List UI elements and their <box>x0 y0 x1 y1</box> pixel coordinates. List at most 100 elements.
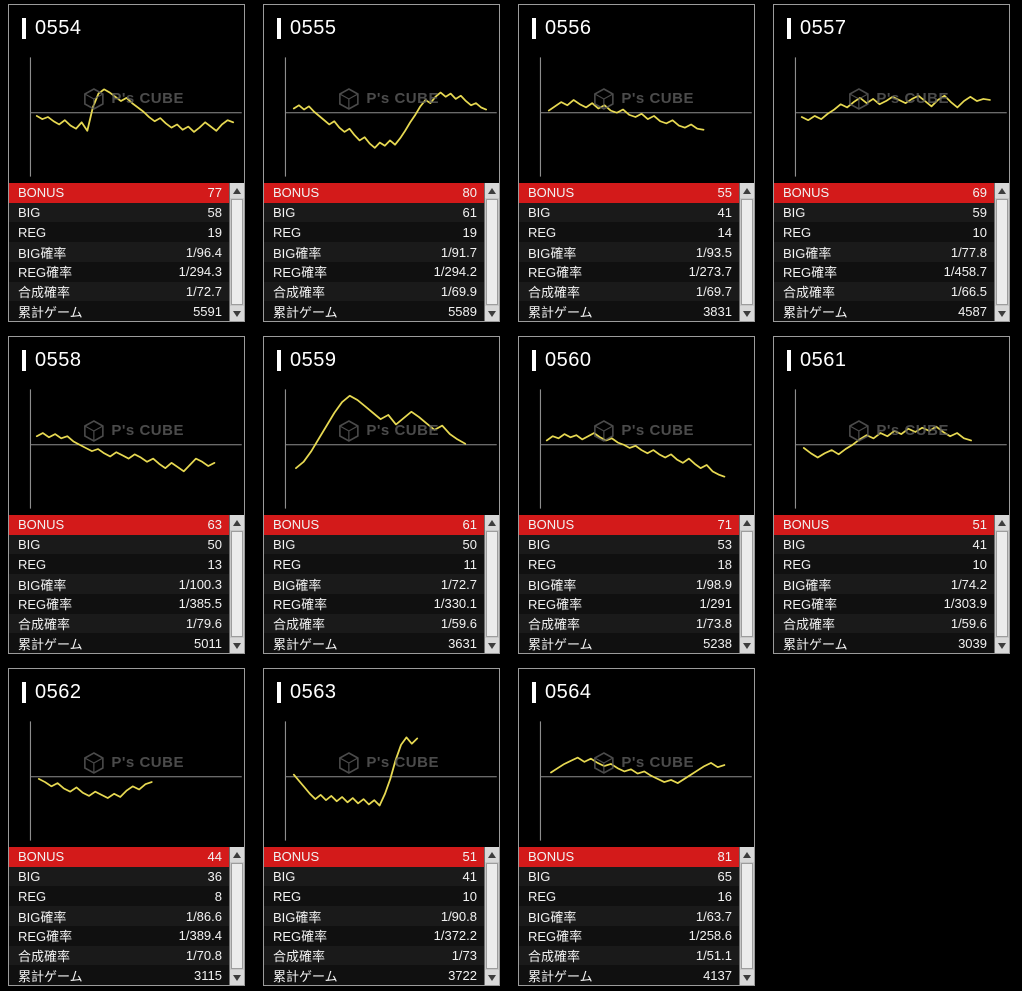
scroll-down-button[interactable] <box>230 306 244 321</box>
big-rate-value: 1/86.6 <box>185 908 222 924</box>
machine-card[interactable]: 0554 P's CUBE BONUS 77 BIG 58 <box>8 4 245 322</box>
chart-area: P's CUBE <box>264 715 499 847</box>
table-scrollbar[interactable] <box>229 183 244 321</box>
scroll-thumb[interactable] <box>741 531 753 637</box>
table-scrollbar[interactable] <box>994 183 1009 321</box>
scroll-down-button[interactable] <box>230 638 244 653</box>
table-row-combined-rate: 合成確率 1/69.9 <box>264 281 484 302</box>
scroll-up-button[interactable] <box>740 183 754 198</box>
chart-area: P's CUBE <box>519 51 754 183</box>
scroll-down-button[interactable] <box>740 306 754 321</box>
combined-rate-label: 合成確率 <box>273 616 326 632</box>
scroll-down-button[interactable] <box>485 970 499 985</box>
big-rate-label: BIG確率 <box>528 577 577 593</box>
table-row-big: BIG 59 <box>774 202 994 223</box>
machine-card[interactable]: 0564 P's CUBE BONUS 81 BIG 65 <box>518 668 755 986</box>
table-scrollbar[interactable] <box>994 515 1009 653</box>
scroll-down-icon <box>488 974 496 981</box>
scroll-thumb[interactable] <box>486 199 498 305</box>
scroll-thumb[interactable] <box>996 199 1008 305</box>
machine-id: 0556 <box>545 16 592 39</box>
table-scrollbar[interactable] <box>484 183 499 321</box>
chart-area: P's CUBE <box>9 51 244 183</box>
scroll-thumb[interactable] <box>486 863 498 969</box>
scroll-up-button[interactable] <box>230 847 244 862</box>
machine-card[interactable]: 0557 P's CUBE BONUS 69 BIG 59 <box>773 4 1010 322</box>
machine-card[interactable]: 0558 P's CUBE BONUS 63 BIG 50 <box>8 336 245 654</box>
scroll-up-button[interactable] <box>995 183 1009 198</box>
combined-rate-value: 1/59.6 <box>950 615 987 631</box>
scroll-down-button[interactable] <box>740 638 754 653</box>
machine-card[interactable]: 0559 P's CUBE BONUS 61 BIG 50 <box>263 336 500 654</box>
scroll-up-button[interactable] <box>740 847 754 862</box>
trend-chart <box>539 57 752 177</box>
scroll-thumb[interactable] <box>486 531 498 637</box>
machine-card[interactable]: 0556 P's CUBE BONUS 55 BIG 41 <box>518 4 755 322</box>
card-header: 0562 <box>9 669 244 715</box>
table-row-combined-rate: 合成確率 1/59.6 <box>264 613 484 634</box>
big-rate-value: 1/100.3 <box>178 576 222 592</box>
table-row-combined-rate: 合成確率 1/51.1 <box>519 945 739 966</box>
scroll-down-button[interactable] <box>740 970 754 985</box>
total-games-label: 累計ゲーム <box>18 304 83 320</box>
table-row-big-rate: BIG確率 1/93.5 <box>519 242 739 262</box>
machine-card[interactable]: 0562 P's CUBE BONUS 44 BIG 36 <box>8 668 245 986</box>
reg-rate-value: 1/273.7 <box>688 264 732 280</box>
big-label: BIG <box>18 205 41 221</box>
scroll-up-button[interactable] <box>485 847 499 862</box>
table-scrollbar[interactable] <box>484 847 499 985</box>
machine-id-marker <box>277 681 281 703</box>
scroll-down-button[interactable] <box>995 306 1009 321</box>
scroll-up-button[interactable] <box>230 515 244 530</box>
table-row-bonus: BONUS 69 <box>774 183 994 203</box>
combined-rate-value: 1/70.8 <box>185 947 222 963</box>
scroll-down-button[interactable] <box>485 638 499 653</box>
scroll-thumb[interactable] <box>231 199 243 305</box>
table-row-reg: REG 8 <box>9 886 229 907</box>
table-row-reg-rate: REG確率 1/389.4 <box>9 925 229 946</box>
scroll-thumb[interactable] <box>231 863 243 969</box>
scroll-up-button[interactable] <box>740 515 754 530</box>
machine-card[interactable]: 0561 P's CUBE BONUS 51 BIG 41 <box>773 336 1010 654</box>
table-row-reg: REG 13 <box>9 554 229 575</box>
scroll-up-button[interactable] <box>995 515 1009 530</box>
machine-card[interactable]: 0560 P's CUBE BONUS 71 BIG 53 <box>518 336 755 654</box>
table-row-reg-rate: REG確率 1/385.5 <box>9 593 229 614</box>
machine-card[interactable]: 0563 P's CUBE BONUS 51 BIG 41 <box>263 668 500 986</box>
table-scrollbar[interactable] <box>229 847 244 985</box>
chart-area: P's CUBE <box>264 51 499 183</box>
table-row-combined-rate: 合成確率 1/72.7 <box>9 281 229 302</box>
table-row-reg-rate: REG確率 1/294.2 <box>264 261 484 282</box>
scroll-down-button[interactable] <box>995 638 1009 653</box>
table-scrollbar[interactable] <box>739 515 754 653</box>
big-rate-label: BIG確率 <box>528 909 577 925</box>
scroll-down-button[interactable] <box>485 306 499 321</box>
table-row-total-games: 累計ゲーム 5589 <box>264 301 484 321</box>
bonus-label: BONUS <box>273 849 320 865</box>
scroll-down-button[interactable] <box>230 970 244 985</box>
stats-table: BONUS 51 BIG 41 REG 10 BIG確率 1/74.2 REG確… <box>774 515 1009 653</box>
reg-rate-value: 1/258.6 <box>688 928 732 944</box>
chart-area: P's CUBE <box>519 383 754 515</box>
scroll-up-button[interactable] <box>485 183 499 198</box>
bonus-value: 71 <box>717 517 732 533</box>
table-scrollbar[interactable] <box>739 183 754 321</box>
scroll-thumb[interactable] <box>741 199 753 305</box>
scroll-thumb[interactable] <box>231 531 243 637</box>
scroll-up-button[interactable] <box>485 515 499 530</box>
scroll-up-icon <box>233 851 241 858</box>
card-header: 0557 <box>774 5 1009 51</box>
scroll-thumb[interactable] <box>741 863 753 969</box>
table-row-big: BIG 65 <box>519 866 739 887</box>
table-scrollbar[interactable] <box>484 515 499 653</box>
scroll-down-icon <box>233 974 241 981</box>
big-value: 50 <box>462 537 477 553</box>
scroll-thumb[interactable] <box>996 531 1008 637</box>
table-scrollbar[interactable] <box>739 847 754 985</box>
table-row-reg-rate: REG確率 1/458.7 <box>774 261 994 282</box>
machine-card[interactable]: 0555 P's CUBE BONUS 80 BIG 61 <box>263 4 500 322</box>
scroll-up-button[interactable] <box>230 183 244 198</box>
table-scrollbar[interactable] <box>229 515 244 653</box>
scroll-down-icon <box>998 642 1006 649</box>
table-row-big: BIG 58 <box>9 202 229 223</box>
